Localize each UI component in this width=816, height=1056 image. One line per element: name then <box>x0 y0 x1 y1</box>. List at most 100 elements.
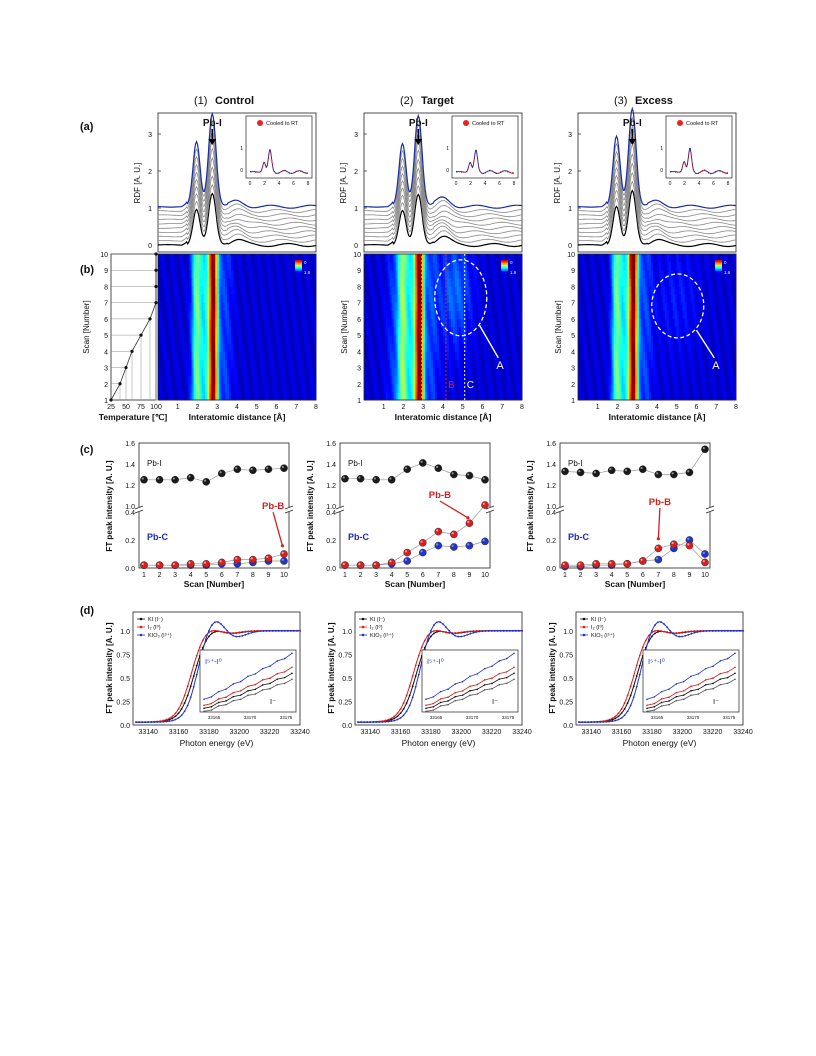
heatmap-cell <box>724 262 727 271</box>
heatmap-cell <box>233 367 236 377</box>
heatmap-cell <box>409 302 412 312</box>
heatmap-cell <box>256 286 260 295</box>
heatmap-cell <box>266 302 270 312</box>
heatmap-cell <box>423 383 426 393</box>
heatmap-cell <box>518 375 521 385</box>
heatmap-cell <box>159 375 163 385</box>
heatmap-cell <box>514 351 517 360</box>
heatmap-cell <box>223 262 226 271</box>
ki-spectrum-point <box>208 635 210 638</box>
heatmap-cell <box>312 254 315 263</box>
heatmap-cell <box>401 343 404 352</box>
heatmap-cell <box>294 286 297 295</box>
heatmap-cell <box>169 343 173 352</box>
heatmap-cell <box>407 318 410 328</box>
heatmap-cell <box>645 343 648 352</box>
heatmap-cell <box>702 367 705 377</box>
heatmap-cell <box>383 270 387 279</box>
heatmap-cell <box>726 367 729 377</box>
temperature-point <box>154 284 158 289</box>
heatmap-cell <box>512 254 515 263</box>
heatmap-cell <box>674 286 678 295</box>
rdf-ytick-label: 0 <box>148 243 152 250</box>
heatmap-cell <box>288 343 291 352</box>
heatmap-cell <box>177 391 181 401</box>
heatmap-cell <box>591 302 595 312</box>
heatmap-cell <box>225 254 228 263</box>
heatmap-cell <box>605 318 609 328</box>
heatmap-cell <box>480 327 483 336</box>
heatmap-cell <box>223 318 226 328</box>
heatmap-cell <box>282 270 285 279</box>
heatmap-cell <box>397 383 400 393</box>
heatmap-cell <box>593 318 597 328</box>
heatmap-cell <box>710 327 713 336</box>
heatmap-cell <box>651 327 654 336</box>
heatmap-cell <box>682 351 686 360</box>
heatmap-cell <box>298 294 301 304</box>
heatmap-cell <box>591 359 595 368</box>
heatmap-cell <box>407 351 410 360</box>
heatmap-cell <box>437 310 440 320</box>
heatmap-cell <box>684 278 688 287</box>
heatmap-cell <box>246 302 250 312</box>
heatmap-cell <box>476 343 479 352</box>
heatmap-cell <box>492 310 495 320</box>
heatmap-cell <box>395 359 398 368</box>
heatmap-cell <box>619 367 622 377</box>
heat-xtick-label: 3 <box>421 404 425 411</box>
heatmap-cell <box>476 351 479 360</box>
heatmap-cell <box>490 318 493 328</box>
rdf-curve <box>364 185 523 243</box>
heatmap-cell <box>237 351 240 360</box>
heatmap-cell <box>375 383 379 393</box>
heatmap-cell <box>433 335 436 344</box>
heatmap-cell <box>480 318 483 328</box>
heatmap-cell <box>462 294 466 304</box>
heatmap-cell <box>492 391 495 401</box>
heatmap-cell <box>159 254 163 263</box>
heatmap-cell <box>387 302 391 312</box>
ft-ytick-label: 1.6 <box>125 441 135 448</box>
heatmap-cell <box>635 359 638 368</box>
heatmap-cell <box>718 351 721 360</box>
heatmap-cell <box>197 270 200 279</box>
heatmap-cell <box>470 270 474 279</box>
heatmap-cell <box>664 270 668 279</box>
heatmap-cell <box>231 278 234 287</box>
heatmap-cell <box>185 318 189 328</box>
heatmap-cell <box>280 367 283 377</box>
heatmap-cell <box>692 351 695 360</box>
heatmap-cell <box>209 286 212 295</box>
heatmap-cell <box>726 278 729 287</box>
axis-break-gap <box>487 507 493 512</box>
pb-b-point-highlight <box>389 560 392 563</box>
heatmap-cell <box>690 391 693 401</box>
heatmap-cell <box>460 278 464 287</box>
heatmap-cell <box>706 310 709 320</box>
heatmap-cell <box>207 254 210 263</box>
heatmap-cell <box>452 351 456 360</box>
heatmap-cell <box>185 294 189 304</box>
heatmap-cell <box>278 335 281 344</box>
heatmap-cell <box>486 318 489 328</box>
heatmap-cell <box>264 270 268 279</box>
heatmap-cell <box>680 318 684 328</box>
heatmap-cell <box>609 262 612 271</box>
heatmap-cell <box>520 278 523 287</box>
heat-xtick-label: 4 <box>235 404 239 411</box>
heatmap-cell <box>732 270 735 279</box>
heatmap-cell <box>415 391 418 401</box>
heatmap-cell <box>276 383 279 393</box>
heatmap-cell <box>502 270 505 279</box>
heatmap-cell <box>367 383 371 393</box>
heatmap-cell <box>649 359 652 368</box>
heatmap-cell <box>684 327 688 336</box>
ft-xtick-label: 8 <box>452 572 456 579</box>
heatmap-cell <box>252 278 256 287</box>
heatmap-cell <box>280 383 283 393</box>
heatmap-cell <box>591 391 595 401</box>
heatmap-cell <box>373 327 377 336</box>
heatmap-cell <box>694 367 697 377</box>
heatmap-cell <box>583 286 587 295</box>
